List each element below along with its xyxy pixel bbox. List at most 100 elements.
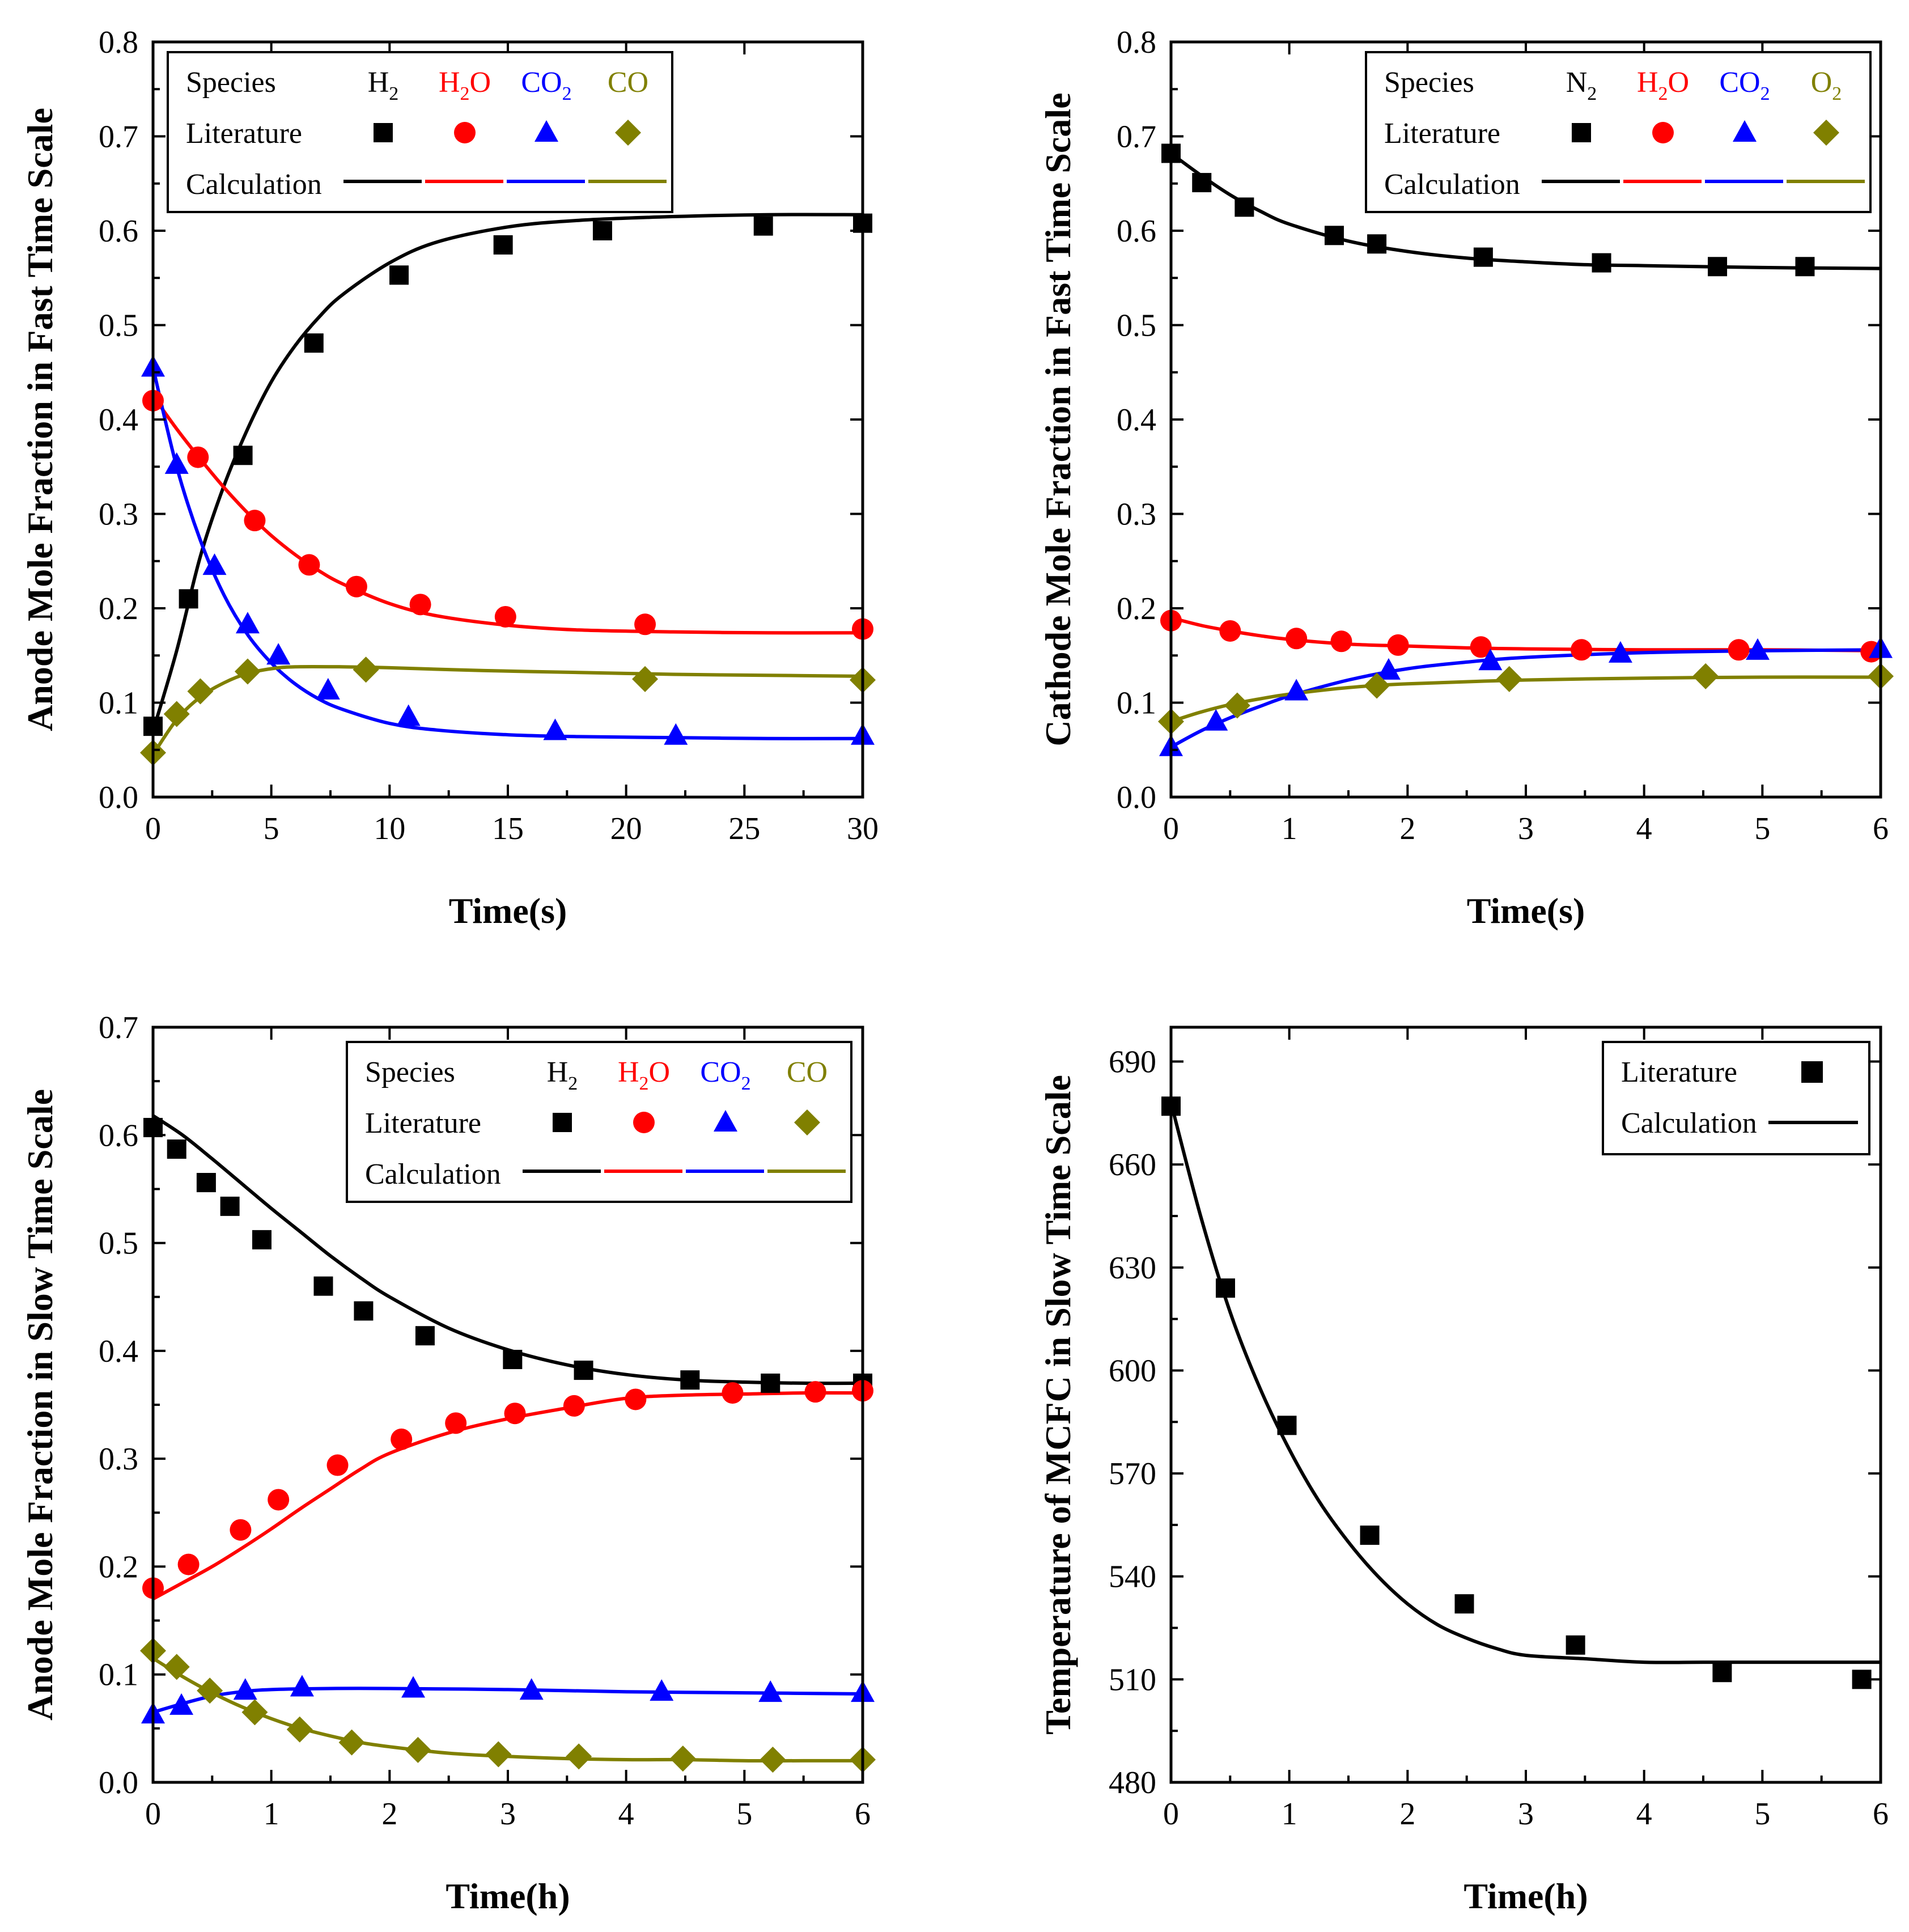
cathode-fast-x-ticks: 0 1 2 3 4 5 6 bbox=[1163, 42, 1889, 846]
anode-fast-x-tick-label-0: 0 bbox=[145, 811, 161, 846]
anode-slow-point-h2-6 bbox=[354, 1301, 374, 1321]
anode-slow-point-co-1 bbox=[163, 1654, 190, 1680]
cathode-fast-legend-species-1-sub: 2 bbox=[1658, 83, 1668, 104]
anode-slow-point-co-2 bbox=[197, 1677, 223, 1704]
cathode-fast-y-tick-label-6: 0.6 bbox=[1117, 214, 1156, 249]
anode-fast-point-co2-8 bbox=[664, 723, 688, 745]
anode-fast-point-co2-3 bbox=[235, 612, 260, 634]
anode-slow-point-h2o-1 bbox=[177, 1553, 200, 1575]
cathode-fast-point-n2-2 bbox=[1235, 197, 1254, 217]
anode-fast-point-h2-2 bbox=[233, 446, 253, 465]
anode-fast-x-tick-label-1: 5 bbox=[264, 811, 279, 846]
anode-slow-point-co2-4 bbox=[401, 1676, 426, 1698]
cathode-fast-x-tick-label-1: 1 bbox=[1282, 811, 1297, 846]
anode-fast-y-axis-label: Anode Mole Fraction in Fast Time Scale bbox=[20, 108, 60, 731]
cathode-fast-y-axis-label: Cathode Mole Fraction in Fast Time Scale bbox=[1038, 92, 1078, 746]
panel-cathode-fast: 0 1 2 3 4 5 6 0.0 0.1 0.2 0.3 0.4 0.5 0.6 0.7 0.8 Time… bbox=[1038, 25, 1894, 931]
anode-fast-y-tick-label-4: 0.4 bbox=[99, 402, 138, 438]
anode-fast-legend-species-0-sub: 2 bbox=[389, 83, 398, 104]
anode-slow-point-co2-2 bbox=[233, 1678, 257, 1700]
anode-fast-point-h2-1 bbox=[179, 589, 198, 609]
anode-fast-legend-marker-2 bbox=[534, 120, 558, 142]
cathode-fast-point-h2o-1 bbox=[1219, 620, 1241, 642]
cathode-fast-x-tick-label-4: 4 bbox=[1636, 811, 1652, 846]
cathode-fast-x-tick-label-3: 3 bbox=[1518, 811, 1534, 846]
anode-slow-point-h2o-7 bbox=[504, 1403, 526, 1425]
anode-fast-point-h2o-6 bbox=[494, 605, 516, 628]
anode-slow-point-h2-5 bbox=[313, 1276, 333, 1296]
anode-slow-point-co-6 bbox=[405, 1736, 431, 1763]
anode-slow-point-co2-3 bbox=[290, 1675, 314, 1697]
anode-slow-legend-marker-3 bbox=[794, 1109, 820, 1136]
cathode-fast-y-tick-label-3: 0.3 bbox=[1117, 497, 1156, 532]
anode-fast-point-h2-7 bbox=[753, 216, 773, 236]
anode-fast-legend-marker-1 bbox=[454, 122, 476, 143]
anode-fast-point-co-4 bbox=[353, 656, 379, 683]
cathode-fast-legend-species-1-base: H bbox=[1637, 66, 1658, 99]
cathode-fast-point-h2o-7 bbox=[1728, 639, 1750, 661]
cathode-fast-y-tick-label-1: 0.1 bbox=[1117, 686, 1156, 721]
anode-slow-point-h2o-11 bbox=[804, 1381, 826, 1403]
anode-slow-y-axis-label: Anode Mole Fraction in Slow Time Scale bbox=[20, 1089, 60, 1721]
cathode-fast-point-co2-3 bbox=[1376, 658, 1401, 680]
cathode-fast-legend-species-1-tail: O bbox=[1668, 66, 1690, 99]
temperature-slow-x-tick-label-1: 1 bbox=[1282, 1797, 1297, 1832]
panel-anode-slow: 0 1 2 3 4 5 6 0.0 0.1 0.2 0.3 0.4 0.5 0.6 0.7 Time(h)… bbox=[20, 1010, 876, 1916]
temperature-slow-y-tick-label-1: 510 bbox=[1109, 1662, 1156, 1697]
cathode-fast-legend-species-2: CO2 bbox=[1719, 66, 1770, 104]
temperature-slow-point-temperature-2 bbox=[1277, 1416, 1297, 1435]
temperature-slow-y-ticks: 480 510 540 570 600 630 660 690 bbox=[1109, 1045, 1881, 1800]
anode-slow-y-tick-label-2: 0.2 bbox=[99, 1549, 138, 1584]
anode-slow-legend: Species Literature Calculation H2 H2O CO2 C… bbox=[346, 1041, 852, 1203]
anode-fast-legend-species-2-sub: 2 bbox=[562, 83, 572, 104]
anode-fast-point-co-1 bbox=[163, 701, 190, 727]
temperature-slow-x-axis-label: Time(h) bbox=[1463, 1876, 1588, 1916]
anode-slow-point-co2-6 bbox=[650, 1679, 674, 1701]
temperature-slow-x-tick-label-4: 4 bbox=[1636, 1797, 1652, 1832]
anode-fast-legend-species-3: CO bbox=[608, 66, 648, 99]
cathode-fast-legend-species-3-sub: 2 bbox=[1832, 83, 1842, 104]
anode-slow-y-tick-label-5: 0.5 bbox=[99, 1226, 138, 1261]
temperature-slow-y-tick-label-3: 570 bbox=[1109, 1456, 1156, 1492]
cathode-fast-point-n2-5 bbox=[1473, 247, 1493, 267]
anode-fast-legend-species-2-base: CO bbox=[521, 66, 562, 99]
cathode-fast-point-co2-4 bbox=[1478, 649, 1503, 671]
anode-slow-x-tick-label-4: 4 bbox=[618, 1797, 634, 1832]
cathode-fast-point-o2-4 bbox=[1692, 663, 1719, 689]
cathode-fast-point-n2-7 bbox=[1708, 257, 1728, 277]
cathode-fast-point-co2-6 bbox=[1745, 638, 1770, 660]
anode-fast-legend-species-3-base: CO bbox=[608, 66, 648, 99]
anode-fast-calc-line-co2 bbox=[151, 367, 863, 740]
temperature-slow-point-temperature-3 bbox=[1360, 1526, 1380, 1545]
anode-fast-point-h2-5 bbox=[493, 235, 513, 255]
anode-slow-point-h2o-4 bbox=[326, 1454, 349, 1476]
anode-fast-x-axis-label: Time(s) bbox=[449, 891, 567, 931]
anode-slow-point-h2o-10 bbox=[722, 1382, 744, 1404]
anode-slow-legend-species-1-tail: O bbox=[649, 1056, 671, 1088]
anode-slow-x-axis-label: Time(h) bbox=[446, 1876, 570, 1916]
anode-slow-point-co-3 bbox=[241, 1699, 268, 1726]
anode-fast-y-tick-label-2: 0.2 bbox=[99, 591, 138, 626]
anode-slow-legend-species-0: H2 bbox=[547, 1056, 578, 1094]
cathode-fast-legend-species-3-base: O bbox=[1811, 66, 1832, 99]
anode-fast-point-co2-4 bbox=[266, 643, 291, 665]
anode-slow-point-h2-3 bbox=[220, 1196, 240, 1216]
anode-slow-x-tick-label-2: 2 bbox=[381, 1797, 397, 1832]
anode-fast-y-tick-label-6: 0.6 bbox=[99, 214, 138, 249]
anode-fast-y-tick-label-8: 0.8 bbox=[99, 25, 138, 60]
anode-fast-legend-species-0-base: H bbox=[368, 66, 389, 99]
anode-fast-point-co2-2 bbox=[202, 553, 227, 575]
anode-fast-point-h2o-5 bbox=[409, 594, 431, 616]
anode-fast-legend-species-1-base: H bbox=[439, 66, 460, 99]
cathode-fast-x-tick-label-0: 0 bbox=[1163, 811, 1179, 846]
cathode-fast-point-o2-3 bbox=[1496, 666, 1522, 692]
temperature-slow-y-tick-label-5: 630 bbox=[1109, 1251, 1156, 1286]
anode-slow-y-tick-label-3: 0.3 bbox=[99, 1442, 138, 1477]
temperature-slow-y-tick-label-6: 660 bbox=[1109, 1147, 1156, 1183]
anode-slow-x-tick-label-1: 1 bbox=[264, 1797, 279, 1832]
anode-slow-point-h2-11 bbox=[761, 1373, 780, 1393]
cathode-fast-legend-marker-3 bbox=[1813, 120, 1839, 146]
anode-fast-x-tick-label-3: 15 bbox=[492, 811, 524, 846]
anode-fast-y-tick-label-0: 0.0 bbox=[99, 780, 138, 815]
